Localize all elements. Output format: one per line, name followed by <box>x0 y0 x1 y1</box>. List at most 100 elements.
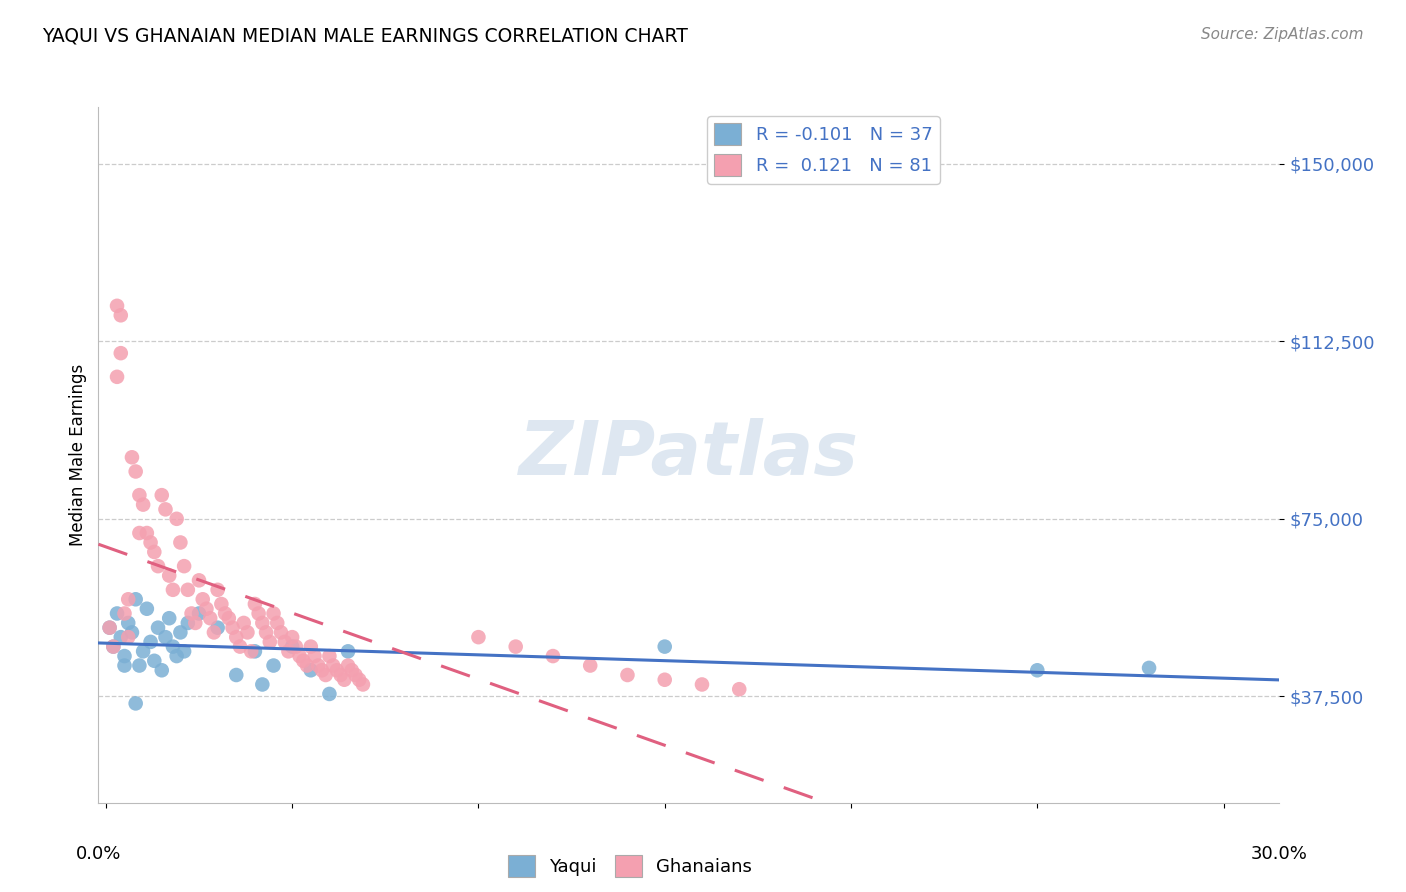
Point <box>329 668 352 682</box>
Point <box>240 644 263 658</box>
Point <box>236 625 259 640</box>
Point <box>105 607 128 621</box>
Point <box>728 682 751 697</box>
Text: ZIPatlas: ZIPatlas <box>519 418 859 491</box>
Point <box>98 621 121 635</box>
Point <box>252 615 274 630</box>
Point <box>318 687 340 701</box>
Point <box>157 611 180 625</box>
Point <box>114 649 136 664</box>
Point <box>232 615 254 630</box>
Point <box>114 658 136 673</box>
Point <box>110 346 132 360</box>
Point <box>259 635 281 649</box>
Point <box>263 607 285 621</box>
Point <box>195 601 218 615</box>
Point <box>654 673 676 687</box>
Point <box>124 592 146 607</box>
Point <box>295 658 318 673</box>
Point <box>114 607 136 621</box>
Point <box>467 630 489 644</box>
Point <box>117 592 139 607</box>
Point <box>124 465 146 479</box>
Point <box>307 658 329 673</box>
Point <box>155 502 177 516</box>
Point <box>191 592 214 607</box>
Legend: Yaqui, Ghanaians: Yaqui, Ghanaians <box>501 847 759 884</box>
Point <box>347 673 370 687</box>
Point <box>340 663 363 677</box>
Point <box>128 658 150 673</box>
Point <box>132 644 155 658</box>
Point <box>121 450 143 465</box>
Point <box>214 607 236 621</box>
Point <box>288 649 311 664</box>
Point <box>616 668 638 682</box>
Point <box>155 630 177 644</box>
Point <box>177 615 200 630</box>
Point <box>146 621 169 635</box>
Point <box>157 568 180 582</box>
Point <box>128 526 150 541</box>
Point <box>304 649 326 664</box>
Point <box>121 625 143 640</box>
Point <box>139 535 162 549</box>
Point <box>333 673 356 687</box>
Point <box>292 654 315 668</box>
Point <box>173 644 195 658</box>
Point <box>281 630 304 644</box>
Point <box>169 625 191 640</box>
Point <box>207 621 229 635</box>
Point <box>180 607 202 621</box>
Point <box>252 677 274 691</box>
Point <box>209 597 232 611</box>
Point <box>318 649 340 664</box>
Point <box>124 697 146 711</box>
Point <box>132 498 155 512</box>
Text: YAQUI VS GHANAIAN MEDIAN MALE EARNINGS CORRELATION CHART: YAQUI VS GHANAIAN MEDIAN MALE EARNINGS C… <box>42 27 688 45</box>
Point <box>243 597 266 611</box>
Point <box>277 644 299 658</box>
Text: Source: ZipAtlas.com: Source: ZipAtlas.com <box>1201 27 1364 42</box>
Point <box>150 663 173 677</box>
Point <box>270 625 292 640</box>
Point <box>103 640 125 654</box>
Point <box>505 640 527 654</box>
Point <box>184 615 207 630</box>
Point <box>1026 663 1049 677</box>
Point <box>281 640 304 654</box>
Point <box>254 625 277 640</box>
Point <box>117 630 139 644</box>
Point <box>117 615 139 630</box>
Point <box>284 640 307 654</box>
Text: 0.0%: 0.0% <box>76 845 121 863</box>
Point <box>110 630 132 644</box>
Point <box>225 630 247 644</box>
Point <box>177 582 200 597</box>
Point <box>243 644 266 658</box>
Point <box>299 663 322 677</box>
Point <box>166 649 188 664</box>
Point <box>150 488 173 502</box>
Point <box>110 308 132 322</box>
Point <box>352 677 374 691</box>
Point <box>218 611 240 625</box>
Point <box>579 658 602 673</box>
Point <box>229 640 252 654</box>
Point <box>344 668 367 682</box>
Point <box>105 369 128 384</box>
Point <box>198 611 221 625</box>
Point <box>143 654 166 668</box>
Point <box>326 663 349 677</box>
Point <box>322 658 344 673</box>
Point <box>266 615 288 630</box>
Point <box>225 668 247 682</box>
Point <box>139 635 162 649</box>
Point <box>135 601 157 615</box>
Point <box>173 559 195 574</box>
Point <box>221 621 243 635</box>
Point <box>188 607 211 621</box>
Point <box>162 582 184 597</box>
Point <box>169 535 191 549</box>
Point <box>337 644 360 658</box>
